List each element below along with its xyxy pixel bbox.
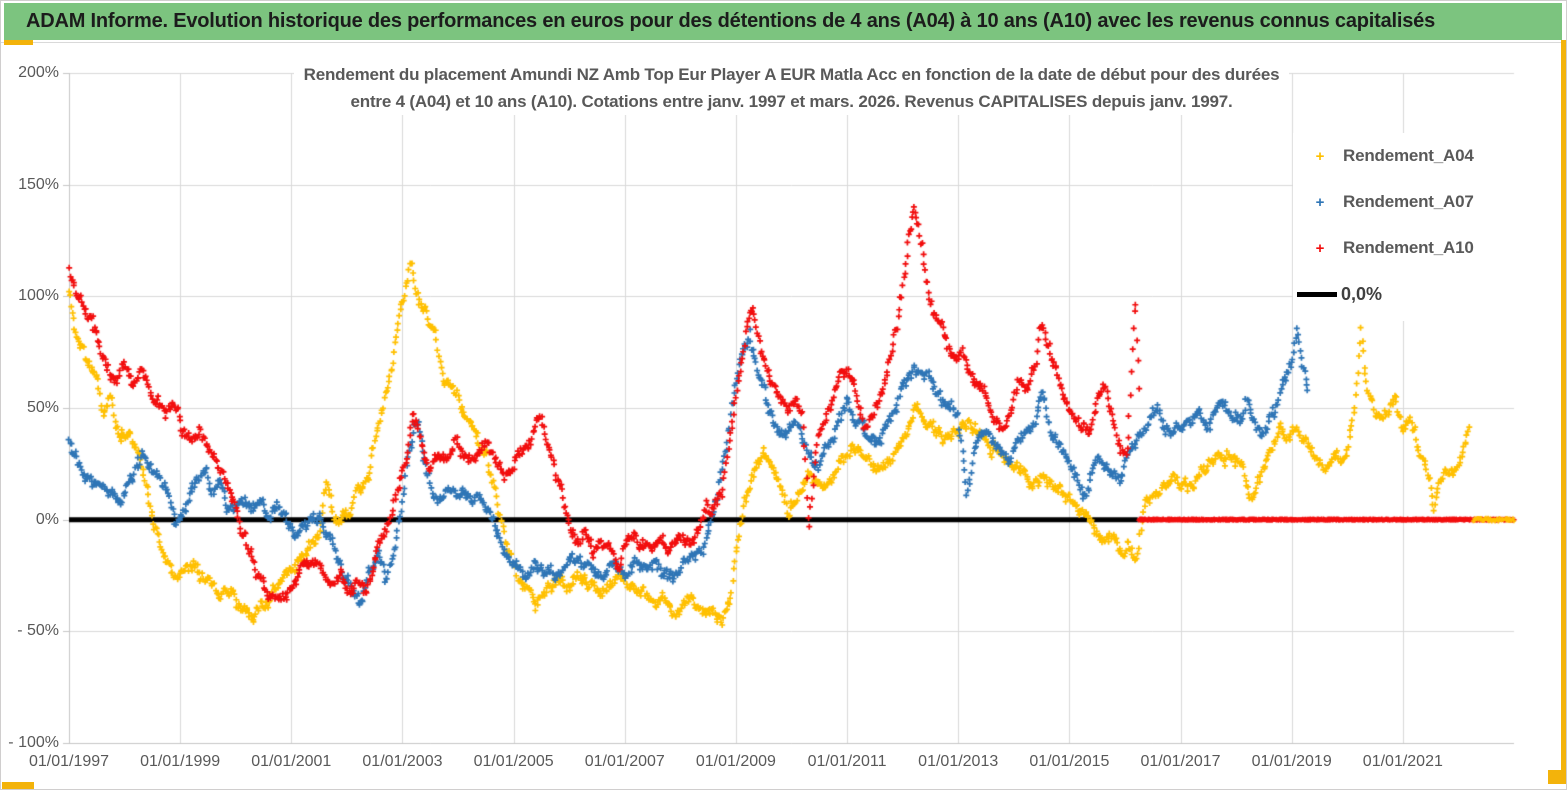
y-axis-tick-label: 150% — [18, 175, 59, 193]
plus-marker-icon: + — [1315, 147, 1325, 165]
gold-accent-top-left — [4, 40, 33, 45]
y-axis-tick-label: - 50% — [17, 622, 59, 640]
x-axis-tick-label: 01/01/2001 — [251, 753, 332, 770]
x-axis-tick-label: 01/01/2005 — [473, 753, 554, 770]
y-axis-tick-label: 100% — [18, 287, 59, 305]
x-axis-tick-label: 01/01/2003 — [362, 753, 443, 770]
y-axis-tick-label: 200% — [18, 64, 59, 81]
y-axis-tick-label: 50% — [26, 399, 59, 416]
plus-marker-icon: + — [1315, 239, 1325, 257]
y-axis-tick-label: - 100% — [8, 734, 59, 751]
plus-marker-icon: + — [1315, 193, 1325, 211]
x-axis-tick-label: 01/01/2013 — [918, 753, 999, 770]
x-axis-tick-label: 01/01/2011 — [807, 753, 887, 770]
legend-label: Rendement_A10 — [1343, 238, 1474, 257]
x-axis-tick-label: 01/01/1999 — [140, 753, 221, 770]
gold-accent-bottom-right — [1548, 770, 1566, 784]
x-axis-tick-label: 01/01/1997 — [28, 753, 110, 770]
header-title: ADAM Informe. Evolution historique des p… — [26, 10, 1435, 32]
x-axis-tick-label: 01/01/2017 — [1140, 753, 1221, 770]
chart-legend[interactable]: + Rendement_A04 + Rendement_A07 + Rendem… — [1293, 133, 1516, 321]
gold-accent-right-strip — [1561, 40, 1566, 784]
x-axis-labels: 01/01/1997 01/01/1999 01/01/2001 01/01/2003… — [1, 753, 1566, 777]
gold-accent-bottom-left — [2, 782, 34, 789]
x-axis-tick-label: 01/01/2007 — [584, 753, 665, 770]
x-axis-tick-label: 01/01/2015 — [1029, 753, 1110, 770]
x-axis-tick-label: 01/01/2021 — [1362, 753, 1443, 770]
legend-item-a04[interactable]: + Rendement_A04 — [1305, 133, 1516, 179]
x-axis-tick-label: 01/01/2009 — [695, 753, 776, 770]
legend-label: Rendement_A07 — [1343, 192, 1474, 211]
legend-item-a07[interactable]: + Rendement_A07 — [1305, 179, 1516, 225]
legend-item-zero-line[interactable]: 0,0% — [1297, 271, 1516, 317]
header-banner: ADAM Informe. Evolution historique des p… — [4, 3, 1562, 40]
legend-label: 0,0% — [1341, 283, 1383, 304]
x-axis-tick-label: 01/01/2019 — [1251, 753, 1332, 770]
legend-item-a10[interactable]: + Rendement_A10 — [1305, 225, 1516, 271]
y-axis-labels: 200% 150% 100% 50% 0% - 50% - 100% — [1, 1, 63, 789]
header-divider — [1, 42, 1561, 43]
black-line-swatch-icon — [1297, 291, 1337, 297]
legend-label: Rendement_A04 — [1343, 146, 1474, 165]
y-axis-tick-label: 0% — [35, 510, 59, 528]
